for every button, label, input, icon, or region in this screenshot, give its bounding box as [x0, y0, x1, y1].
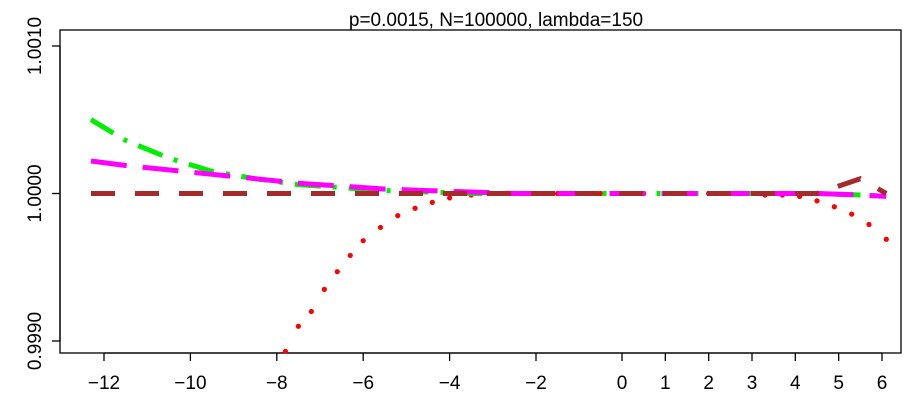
x-tick-label: −2: [525, 373, 547, 394]
x-tick-label: −8: [266, 373, 288, 394]
x-tick-label: −6: [352, 373, 374, 394]
series-dashed: [91, 175, 888, 196]
data-point: [347, 252, 353, 259]
y-tick-label: 1.0010: [25, 17, 46, 75]
data-point: [597, 190, 604, 197]
x-tick-label: 2: [703, 373, 714, 394]
series-line: [89, 117, 887, 199]
data-point: [295, 323, 301, 329]
x-tick-label: −12: [88, 373, 120, 394]
data-point: [429, 199, 435, 205]
data-point: [321, 286, 327, 292]
y-axis: 0.9990 1.0000 1.0010: [25, 17, 60, 370]
x-tick-label: 0: [617, 373, 628, 394]
data-point: [849, 211, 855, 217]
data-point: [395, 213, 401, 219]
data-point: [447, 195, 453, 201]
x-tick-label: 3: [747, 373, 758, 394]
x-tick-label: 4: [790, 373, 801, 394]
x-tick-label: −10: [174, 373, 206, 394]
x-axis: −12 −10 −8 −6 −4 −2 0 1 2 3 4 5 6: [88, 353, 887, 394]
series-layer: [89, 117, 889, 354]
data-point: [883, 236, 889, 242]
x-tick-label: 6: [877, 373, 888, 394]
data-point: [282, 348, 289, 354]
y-tick-label: 0.9990: [25, 312, 46, 370]
x-tick-label: −4: [439, 373, 461, 394]
y-tick-label: 1.0000: [25, 164, 46, 222]
data-point: [377, 224, 384, 231]
series-line: [91, 175, 888, 196]
series-dotted: [282, 190, 889, 354]
x-tick-label: 5: [833, 373, 844, 394]
x-tick-label: 1: [660, 373, 671, 394]
data-point: [866, 221, 872, 228]
data-point: [412, 205, 418, 211]
series-dashdot: [89, 117, 887, 199]
chart-title: p=0.0015, N=100000, lambda=150: [349, 10, 643, 31]
data-point: [308, 308, 314, 315]
data-point: [831, 204, 837, 210]
data-point: [360, 238, 366, 244]
data-point: [814, 198, 820, 204]
data-point: [334, 269, 340, 275]
